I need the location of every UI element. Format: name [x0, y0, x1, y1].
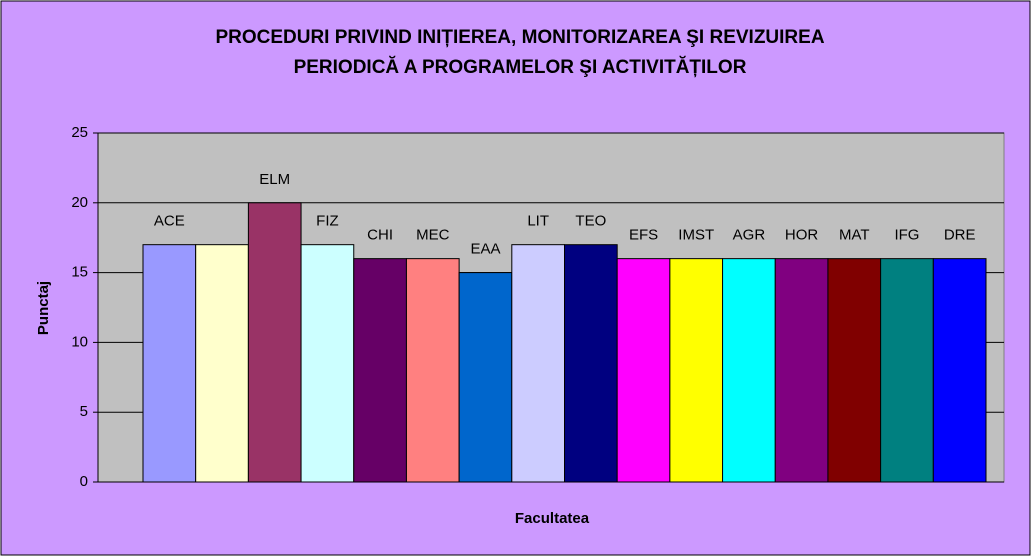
- bar: [195, 244, 249, 483]
- bar: [774, 258, 829, 483]
- y-tick-label: 0: [80, 473, 88, 490]
- series-label: ACE: [154, 213, 185, 230]
- series-label: MEC: [416, 227, 450, 244]
- series-label: IMST: [678, 227, 714, 244]
- bar: [669, 258, 724, 483]
- y-tick-label: 20: [71, 194, 88, 211]
- bar: [564, 244, 618, 483]
- series-label: DRE: [944, 227, 976, 244]
- series-label: HOR: [785, 227, 819, 244]
- bar: [880, 258, 934, 483]
- bar: [405, 258, 460, 483]
- chart-title: PROCEDURI PRIVIND INIȚIEREA, MONITORIZAR…: [215, 27, 824, 48]
- bar: [142, 244, 197, 483]
- series-label: ELM: [259, 171, 290, 188]
- bar: [458, 272, 513, 483]
- x-axis-title: Facultatea: [515, 510, 590, 527]
- bar: [511, 244, 565, 483]
- series-label: EAA: [470, 241, 500, 258]
- y-tick-label: 10: [71, 333, 88, 350]
- bar: [722, 258, 776, 483]
- series-label: AGR: [733, 227, 766, 244]
- series-label: MAT: [839, 227, 870, 244]
- bar: [616, 258, 671, 483]
- bar: [247, 202, 302, 483]
- series-label: TEO: [575, 213, 606, 230]
- y-tick-label: 5: [80, 403, 88, 420]
- y-tick-label: 15: [71, 264, 88, 281]
- series-label: FIZ: [316, 213, 339, 230]
- bar: [827, 258, 882, 483]
- y-tick-label: 25: [71, 124, 88, 141]
- series-label: IFG: [894, 227, 919, 244]
- bar: [353, 258, 407, 483]
- series-label: CHI: [367, 227, 393, 244]
- y-axis-title: Punctaj: [35, 281, 52, 335]
- chart-title: PERIODICĂ A PROGRAMELOR ŞI ACTIVITĂȚILOR: [294, 56, 747, 78]
- series-label: EFS: [629, 227, 658, 244]
- bar: [932, 258, 987, 483]
- series-label: LIT: [527, 213, 549, 230]
- bar: [300, 244, 355, 483]
